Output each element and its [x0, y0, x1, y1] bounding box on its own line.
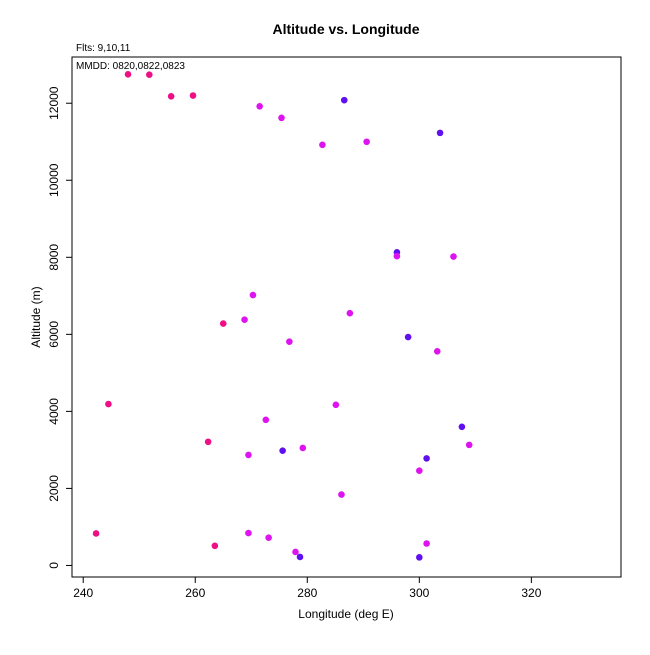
- data-point: [204, 438, 212, 446]
- x-tick-label: 280: [297, 586, 317, 600]
- data-point: [167, 92, 175, 100]
- x-tick-label: 240: [73, 586, 93, 600]
- x-tick-label: 300: [409, 586, 429, 600]
- data-point: [292, 548, 299, 556]
- y-tick-label: 2000: [47, 475, 61, 502]
- x-axis-label: Longitude (deg E): [298, 607, 393, 621]
- data-point: [92, 530, 100, 537]
- data-point: [436, 129, 444, 137]
- data-point: [105, 400, 112, 408]
- data-point: [249, 291, 257, 299]
- y-axis: 0 2000 4000 6000 8000 10000 12000: [47, 86, 72, 569]
- data-point: [458, 423, 466, 431]
- data-point: [393, 252, 401, 260]
- data-point: [219, 320, 227, 327]
- data-point: [241, 316, 248, 323]
- y-tick-label: 8000: [47, 244, 61, 271]
- data-point: [296, 553, 304, 561]
- data-point: [340, 96, 348, 104]
- data-point: [450, 253, 457, 260]
- data-point: [245, 529, 252, 537]
- data-point: [299, 444, 307, 452]
- y-axis-label: Altitude (m): [29, 286, 43, 347]
- data-points: [92, 71, 473, 561]
- data-point: [332, 401, 340, 409]
- data-point: [124, 71, 132, 78]
- data-point: [319, 141, 326, 149]
- y-tick-label: 12000: [47, 86, 61, 120]
- y-tick-label: 0: [47, 562, 61, 569]
- data-point: [423, 455, 430, 462]
- x-tick-label: 260: [185, 586, 205, 600]
- data-point: [416, 554, 423, 561]
- data-point: [189, 92, 197, 99]
- data-point: [416, 467, 423, 474]
- chart-title: Altitude vs. Longitude: [273, 21, 420, 37]
- data-point: [279, 447, 286, 454]
- data-point: [346, 309, 354, 317]
- x-tick-label: 320: [521, 586, 541, 600]
- data-point: [265, 534, 272, 542]
- data-point: [262, 416, 270, 424]
- plot-frame: [71, 56, 622, 578]
- data-point: [338, 491, 345, 498]
- y-tick-label: 4000: [47, 398, 61, 425]
- data-point: [465, 441, 473, 449]
- x-axis: 240 260 280 300 320: [73, 577, 542, 600]
- y-tick-label: 6000: [47, 321, 61, 348]
- data-point: [404, 333, 412, 341]
- data-point: [363, 138, 370, 146]
- y-tick-label: 10000: [47, 163, 61, 197]
- data-point: [423, 540, 430, 547]
- data-point: [256, 103, 263, 110]
- dates-annotation: MMDD: 0820,0822,0823: [76, 61, 185, 72]
- data-point: [286, 338, 293, 345]
- flights-annotation: Flts: 9,10,11: [76, 43, 131, 54]
- data-point: [245, 451, 252, 459]
- data-point: [146, 71, 153, 79]
- data-point: [278, 114, 285, 122]
- data-point: [433, 347, 441, 355]
- data-point: [211, 542, 219, 550]
